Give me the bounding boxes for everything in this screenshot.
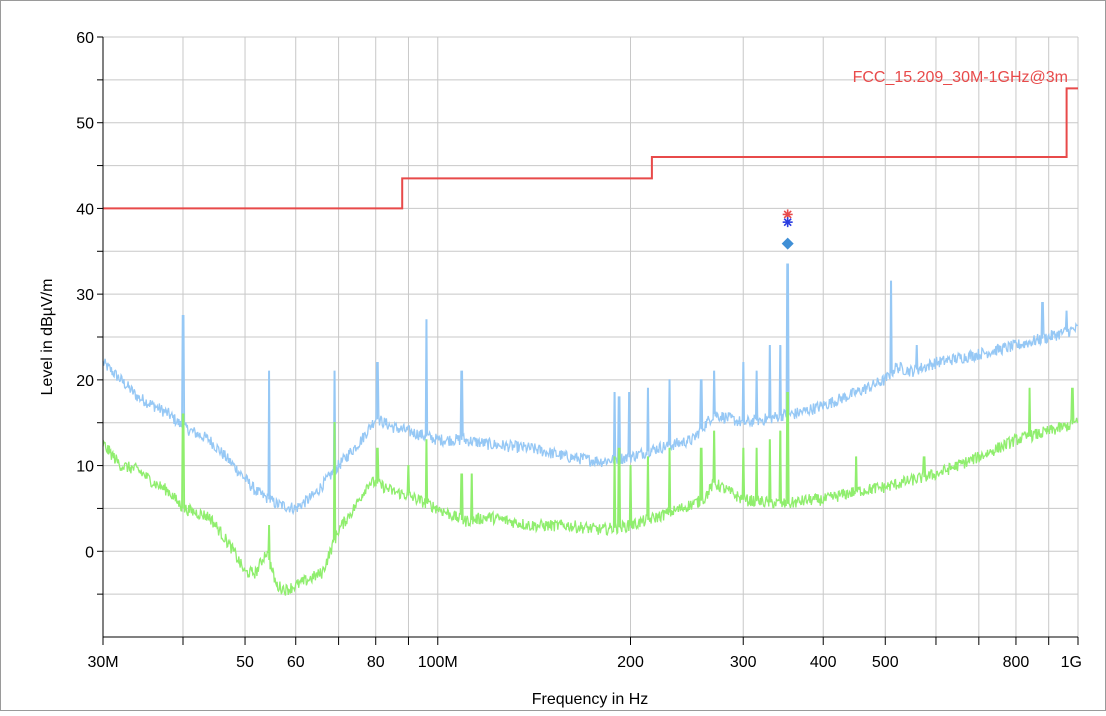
marker-layer: [781, 209, 794, 250]
series-layer: [102, 263, 1079, 596]
final-measurement-marker: [781, 237, 794, 250]
x-tick-label: 60: [287, 654, 305, 671]
series-line-2: [102, 387, 1079, 596]
limit-line: [103, 87, 1078, 210]
x-tick-label: 80: [367, 654, 385, 671]
x-tick-label: 800: [1003, 654, 1030, 671]
y-tick-label: 60: [76, 30, 94, 47]
x-tick-label: 30M: [87, 654, 118, 671]
x-tick-label: 200: [617, 654, 644, 671]
peak-asterisk-marker: [782, 217, 793, 228]
x-tick-label: 300: [730, 654, 757, 671]
axis-layer: 0 10 20 30 40 50 60 30M 50 60 80 100M 200 300 400 500 80…: [76, 30, 1082, 671]
series-line-1: [102, 263, 1079, 516]
y-tick-label: 30: [76, 287, 94, 304]
limit-layer: [103, 87, 1078, 210]
asterisk-stroke: [783, 218, 792, 227]
x-tick-label: 500: [872, 654, 899, 671]
x-tick-label: 50: [236, 654, 254, 671]
y-tick-label: 10: [76, 459, 94, 476]
x-tick-label: 100M: [418, 654, 458, 671]
y-tick-label: 0: [85, 544, 94, 561]
y-axis-title: Level in dBµV/m: [39, 279, 56, 396]
x-tick-label: 400: [810, 654, 837, 671]
asterisk-stroke: [783, 210, 792, 219]
limit-line-label: FCC_15.209_30M-1GHz@3m: [853, 69, 1068, 86]
x-tick-label: 1G: [1061, 654, 1082, 671]
grid-layer: [102, 36, 1079, 637]
x-axis-title: Frequency in Hz: [532, 691, 649, 708]
y-tick-label: 50: [76, 116, 94, 133]
y-tick-label: 20: [76, 373, 94, 390]
y-tick-label: 40: [76, 201, 94, 218]
